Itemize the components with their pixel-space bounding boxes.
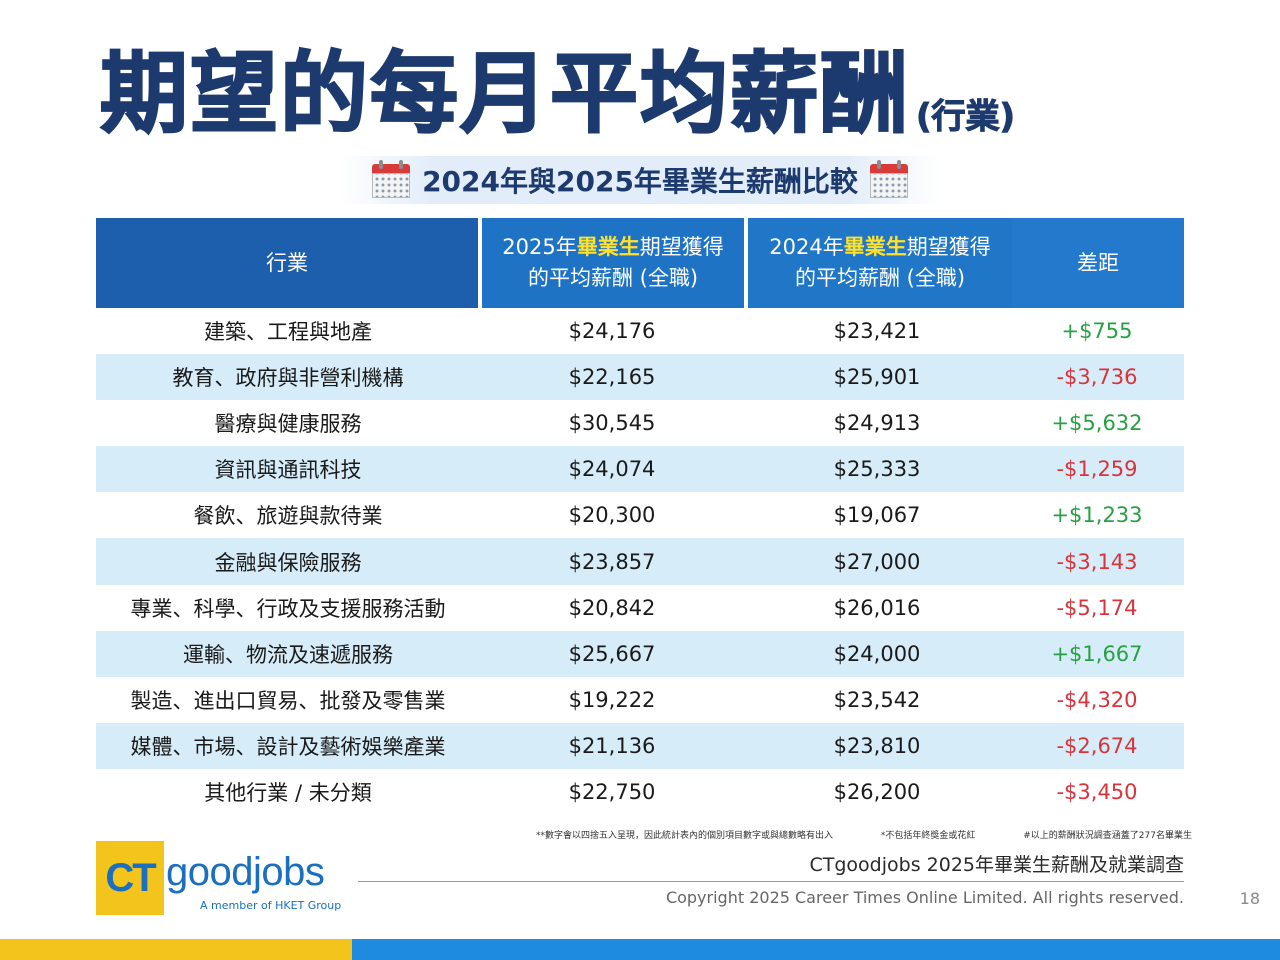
- cell-industry: 餐飲、旅遊與款待業: [193, 504, 383, 529]
- table-row: 製造、進出口貿易、批發及零售業 $19,222 $23,542 -$4,320: [96, 677, 1184, 723]
- table-row: 金融與保險服務 $23,857 $27,000 -$3,143: [96, 538, 1184, 585]
- header-2025-year: 2025年: [502, 235, 577, 259]
- salary-table: 行業 2025年畢業生期望獲得 的平均薪酬 (全職) 2024年畢業生期望獲得 …: [96, 218, 1184, 815]
- header-2025: 2025年畢業生期望獲得 的平均薪酬 (全職): [482, 218, 744, 308]
- cell-2025: $23,857: [568, 549, 656, 574]
- cell-industry: 資訊與通訊科技: [214, 458, 362, 483]
- ctgoodjobs-logo-mark: CT: [96, 841, 164, 915]
- subtitle-bar: 2024年與2025年畢業生薪酬比較: [340, 156, 940, 204]
- cell-2025: $20,842: [568, 595, 656, 620]
- cell-diff: -$4,320: [1056, 687, 1138, 712]
- table-header: 行業 2025年畢業生期望獲得 的平均薪酬 (全職) 2024年畢業生期望獲得 …: [96, 218, 1184, 308]
- cell-industry: 運輸、物流及速遞服務: [183, 642, 393, 667]
- footnote-sample: #以上的薪酬狀況調查涵蓋了277名畢業生: [1023, 831, 1192, 841]
- table-row: 醫療與健康服務 $30,545 $24,913 +$5,632: [96, 400, 1184, 446]
- cell-diff: -$3,450: [1056, 779, 1138, 804]
- footnote-bonus: *不包括年終獎金或花紅: [880, 831, 976, 841]
- cell-industry: 教育、政府與非營利機構: [172, 366, 404, 391]
- cell-2024: $23,542: [833, 687, 921, 712]
- cell-diff: +$5,632: [1051, 411, 1143, 436]
- cell-industry: 醫療與健康服務: [214, 412, 362, 437]
- cell-2025: $30,545: [568, 411, 656, 436]
- cell-2025: $22,750: [568, 779, 656, 804]
- footer-divider: [358, 881, 1184, 882]
- cell-2025: $22,165: [568, 365, 656, 390]
- cell-diff: -$1,259: [1056, 457, 1138, 482]
- cell-industry: 專業、科學、行政及支援服務活動: [130, 596, 446, 621]
- table-row: 媒體、市場、設計及藝術娛樂產業 $21,136 $23,810 -$2,674: [96, 722, 1184, 769]
- calendar-icon: [370, 160, 412, 200]
- header-2025-highlight: 畢業生: [576, 235, 640, 259]
- table-row: 教育、政府與非營利機構 $22,165 $25,901 -$3,736: [96, 354, 1184, 401]
- cell-2024: $27,000: [833, 549, 921, 574]
- cell-diff: -$3,736: [1056, 365, 1138, 390]
- table-row: 運輸、物流及速遞服務 $25,667 $24,000 +$1,667: [96, 630, 1184, 677]
- table-row: 其他行業 / 未分類 $22,750 $26,200 -$3,450: [96, 769, 1184, 815]
- cell-2025: $21,136: [568, 733, 656, 758]
- page-title-group: 期望的每月平均薪酬 (行業): [99, 42, 1016, 145]
- cell-diff: +$1,667: [1051, 641, 1143, 666]
- bottom-yellow-bar: [0, 939, 352, 960]
- cell-industry: 媒體、市場、設計及藝術娛樂產業: [130, 734, 446, 759]
- cell-2025: $25,667: [568, 641, 656, 666]
- logo-tagline: A member of HKET Group: [200, 899, 342, 912]
- cell-diff: -$5,174: [1056, 595, 1138, 620]
- subtitle: 2024年與2025年畢業生薪酬比較: [422, 165, 858, 198]
- footnote-rounding: **數字會以四捨五入呈現，因此統計表內的個別項目數字或與總數略有出入: [536, 831, 834, 841]
- cell-2025: $24,074: [568, 457, 656, 482]
- cell-2024: $24,000: [833, 641, 921, 666]
- cell-2024: $23,810: [833, 733, 921, 758]
- header-2024-highlight: 畢業生: [843, 235, 907, 259]
- page-title: 期望的每月平均薪酬: [99, 42, 911, 145]
- header-2025-line2: 的平均薪酬 (全職): [527, 266, 699, 290]
- cell-2024: $25,333: [833, 457, 921, 482]
- header-diff: 差距: [1012, 218, 1184, 308]
- page-title-suffix: (行業): [916, 97, 1016, 138]
- cell-diff: -$2,674: [1056, 733, 1138, 758]
- footnotes: **數字會以四捨五入呈現，因此統計表內的個別項目數字或與總數略有出入 *不包括年…: [536, 828, 1192, 841]
- header-2024: 2024年畢業生期望獲得 的平均薪酬 (全職): [748, 218, 1012, 308]
- table-row: 專業、科學、行政及支援服務活動 $20,842 $26,016 -$5,174: [96, 585, 1184, 631]
- logo-wordmark: goodjobs: [166, 850, 325, 894]
- cell-diff: +$755: [1061, 319, 1133, 344]
- cell-industry: 製造、進出口貿易、批發及零售業: [130, 688, 446, 713]
- logo-ct-text: CT: [105, 855, 156, 900]
- copyright-text: Copyright 2025 Career Times Online Limit…: [665, 888, 1184, 907]
- cell-diff: -$3,143: [1056, 549, 1138, 574]
- table-row: 餐飲、旅遊與款待業 $20,300 $19,067 +$1,233: [96, 492, 1184, 538]
- cell-2025: $19,222: [568, 687, 656, 712]
- cell-2025: $24,176: [568, 319, 656, 344]
- cell-2025: $20,300: [568, 503, 656, 528]
- header-2024-year: 2024年: [769, 235, 844, 259]
- cell-industry: 金融與保險服務: [214, 550, 362, 575]
- cell-diff: +$1,233: [1051, 503, 1143, 528]
- bottom-blue-bar: [352, 939, 1280, 960]
- cell-2024: $25,901: [833, 365, 921, 390]
- cell-2024: $19,067: [833, 503, 921, 528]
- survey-title: CTgoodjobs 2025年畢業生薪酬及就業調查: [809, 854, 1185, 876]
- calendar-icon: [868, 160, 910, 200]
- header-industry: 行業: [96, 218, 478, 308]
- header-2025-post: 期望獲得: [639, 235, 724, 259]
- cell-2024: $26,016: [833, 595, 921, 620]
- cell-2024: $24,913: [833, 411, 921, 436]
- header-2024-line2: 的平均薪酬 (全職): [794, 266, 966, 290]
- page-number: 18: [1239, 889, 1260, 908]
- cell-2024: $26,200: [833, 779, 921, 804]
- table-row: 建築、工程與地產 $24,176 $23,421 +$755: [96, 308, 1184, 354]
- header-2024-post: 期望獲得: [906, 235, 991, 259]
- cell-2024: $23,421: [833, 319, 921, 344]
- cell-industry: 其他行業 / 未分類: [204, 780, 372, 805]
- cell-industry: 建築、工程與地產: [204, 320, 372, 345]
- table-row: 資訊與通訊科技 $24,074 $25,333 -$1,259: [96, 446, 1184, 493]
